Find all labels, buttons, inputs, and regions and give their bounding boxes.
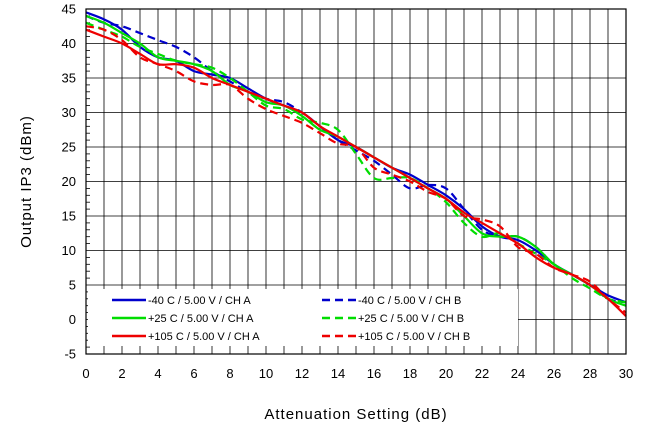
x-tick-label: 30 (619, 366, 633, 381)
y-tick-label: 10 (62, 243, 76, 258)
series-layer (85, 11, 627, 317)
y-tick-label: 45 (62, 2, 76, 17)
legend-background (88, 289, 518, 346)
x-axis-title: Attenuation Setting (dB) (264, 406, 447, 423)
y-tick-label: -5 (64, 347, 76, 362)
legend-label-1: -40 C / 5.00 V / CH B (358, 295, 461, 307)
y-tick-label: 35 (62, 71, 76, 86)
legend-label-3: +25 C / 5.00 V / CH B (358, 313, 464, 325)
x-tick-label: 28 (583, 366, 597, 381)
y-tick-label: 15 (62, 209, 76, 224)
x-tick-label: 0 (82, 366, 89, 381)
x-tick-label: 4 (154, 366, 161, 381)
y-tick-label: 5 (69, 278, 76, 293)
legend-label-0: -40 C / 5.00 V / CH A (148, 295, 251, 307)
x-tick-label: 18 (403, 366, 417, 381)
y-tick-label: 25 (62, 140, 76, 155)
y-axis-title: Output IP3 (dBm) (18, 115, 35, 248)
x-tick-label: 20 (439, 366, 453, 381)
x-tick-label: 6 (190, 366, 197, 381)
legend-label-4: +105 C / 5.00 V / CH A (148, 331, 260, 343)
series-line-3 (85, 21, 627, 304)
y-tick-label: 0 (69, 312, 76, 327)
y-tick-label: 20 (62, 174, 76, 189)
x-tick-label: 10 (259, 366, 273, 381)
y-tick-label: 30 (62, 105, 76, 120)
x-tick-label: 8 (226, 366, 233, 381)
x-tick-label: 22 (475, 366, 489, 381)
x-tick-label: 24 (511, 366, 525, 381)
x-tick-label: 16 (367, 366, 381, 381)
legend: -40 C / 5.00 V / CH A -40 C / 5.00 V / CH… (88, 289, 518, 346)
x-tick-label: 26 (547, 366, 561, 381)
tick-labels: 0 2 4 6 8 10 12 14 16 18 20 22 24 26 28 30-505101520253… (62, 2, 634, 382)
plot-frame (85, 8, 627, 355)
x-tick-label: 2 (118, 366, 125, 381)
x-tick-label: 12 (295, 366, 309, 381)
y-tick-label: 40 (62, 36, 76, 51)
legend-label-5: +105 C / 5.00 V / CH B (358, 331, 470, 343)
legend-label-2: +25 C / 5.00 V / CH A (148, 313, 254, 325)
series-line-5 (85, 25, 627, 314)
x-tick-label: 14 (331, 366, 345, 381)
